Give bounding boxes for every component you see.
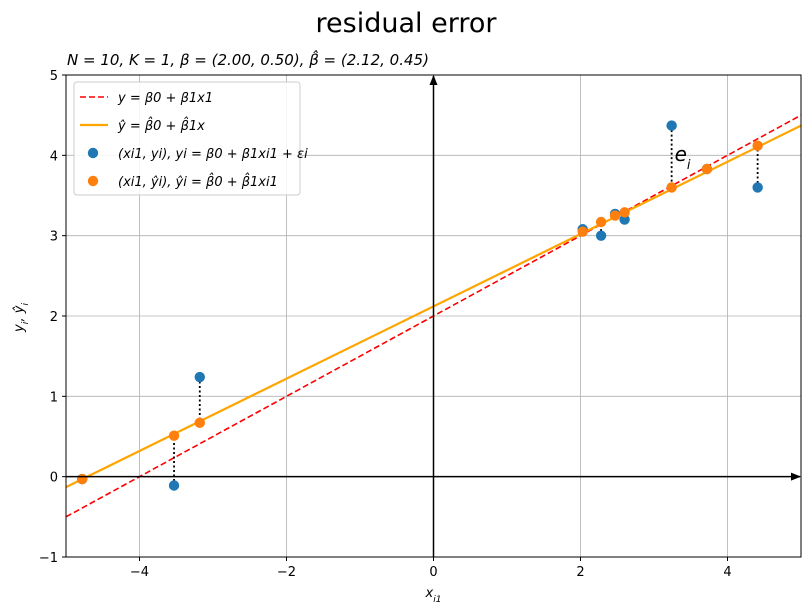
fitted-point [194, 417, 205, 429]
chart-subtitle: N = 10, K = 1, β = (2.00, 0.50), β̂ = (2… [67, 49, 429, 69]
legend-swatch-point [87, 175, 99, 187]
x-tick-label: 0 [429, 565, 437, 580]
legend-label: (xi1, ŷi), ŷi = β̂0 + β̂1xi1 [118, 173, 278, 190]
fitted-point [666, 182, 677, 193]
y-axis-label: yi , ŷi [12, 302, 31, 333]
fitted-point [76, 473, 88, 485]
observed-point [619, 214, 630, 225]
x-tick-label: −2 [277, 565, 296, 580]
legend-swatch-point [87, 147, 99, 159]
residual-annotation: ei [675, 142, 691, 173]
y-tick-label: 1 [50, 390, 58, 405]
observed-point [752, 182, 763, 193]
observed-point [666, 120, 677, 131]
legend-label: ŷ = β̂0 + β̂1x [117, 117, 205, 134]
fitted-point [595, 216, 607, 228]
fitted-point [701, 163, 713, 175]
y-tick-label: 0 [50, 471, 58, 486]
fitted-point [619, 207, 630, 218]
fitted-point [752, 140, 763, 151]
legend-label: (xi1, yi), yi = β0 + β1xi1 + εi [118, 147, 308, 162]
legend: y = β0 + β1x1 ŷ = β̂0 + β̂1x (xi1, yi), yi… [73, 81, 308, 196]
observed-point [168, 480, 180, 491]
x-axis-label: xi1 [425, 586, 442, 605]
observed-point [595, 230, 607, 241]
fitted-point [609, 210, 621, 221]
y-tick-label: 5 [50, 69, 58, 84]
x-tick-label: 4 [723, 565, 731, 580]
x-tick-label: 2 [576, 565, 584, 580]
fitted-point [577, 226, 588, 237]
legend-label: y = β0 + β1x1 [117, 91, 213, 106]
legend-box [73, 81, 301, 196]
y-tick-label: 3 [50, 230, 58, 245]
x-tick-label: −4 [130, 565, 149, 580]
y-tick-label: 4 [50, 149, 58, 164]
y-tick-label: −1 [39, 551, 58, 566]
chart-title: residual error [316, 8, 498, 39]
fitted-point [168, 430, 180, 441]
plot-area: ei −4 −2 0 2 4 −1 0 1 2 3 4 5 xi1 yi , ŷi [12, 69, 802, 605]
observed-point [194, 371, 205, 383]
y-tick-label: 2 [50, 310, 58, 325]
